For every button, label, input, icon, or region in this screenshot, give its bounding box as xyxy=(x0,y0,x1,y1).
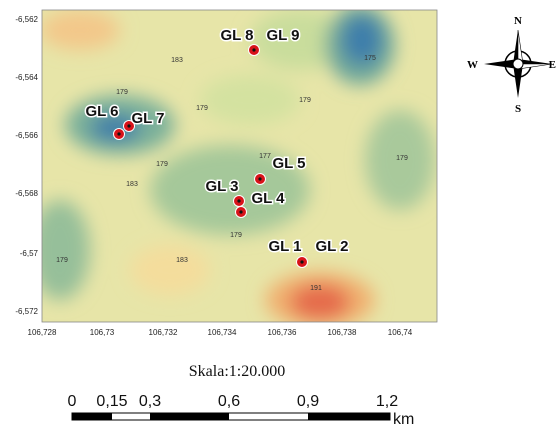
contour-label: 179 xyxy=(196,105,208,112)
contour-label: 179 xyxy=(116,89,128,96)
y-axis-label: -6,568 xyxy=(15,189,38,198)
contour-label: 179 xyxy=(230,232,242,239)
site-label: GL 6 xyxy=(85,103,118,120)
x-axis-label: 106,734 xyxy=(208,328,237,337)
site-label: GL 4 xyxy=(251,190,285,207)
scale-tick: 0,9 xyxy=(297,393,319,410)
x-axis-label: 106,732 xyxy=(149,328,178,337)
site-label: GL 9 xyxy=(266,27,299,44)
y-axis-label: -6,562 xyxy=(15,15,38,24)
contour-label: 179 xyxy=(156,161,168,168)
scale-tick: 0 xyxy=(68,393,77,410)
y-axis-label: -6,572 xyxy=(15,307,38,316)
site-label: GL 8 xyxy=(220,27,253,44)
compass-north: N xyxy=(514,15,522,27)
x-axis-label: 106,736 xyxy=(268,328,297,337)
site-marker-center xyxy=(237,199,241,203)
contour-label: 179 xyxy=(56,257,68,264)
labels: -6,562 -6,564 -6,566 -6,568 -6,57 -6,572 106,7… xyxy=(15,15,556,428)
site-label: GL 7 xyxy=(131,110,164,127)
scale-tick: 0,6 xyxy=(218,393,240,410)
contour-label: 183 xyxy=(176,257,188,264)
contour-label: 179 xyxy=(299,97,311,104)
site-marker-center xyxy=(239,210,243,214)
x-axis-label: 106,73 xyxy=(90,328,115,337)
site-marker-center xyxy=(252,48,256,52)
site-label: GL 3 xyxy=(205,178,238,195)
contour-label: 191 xyxy=(310,285,322,292)
y-axis-label: -6,564 xyxy=(15,73,38,82)
site-marker-center xyxy=(258,177,262,181)
x-axis-label: 106,728 xyxy=(28,328,57,337)
contour-label: 175 xyxy=(364,55,376,62)
compass-east: E xyxy=(549,59,556,71)
map-area xyxy=(42,10,437,322)
contour-label: 179 xyxy=(396,155,408,162)
scale-title: Skala:1:20.000 xyxy=(189,363,285,380)
site-marker-center xyxy=(127,124,131,128)
site-label: GL 1 xyxy=(268,238,301,255)
compass-west: W xyxy=(467,59,478,71)
scale-tick: 0,15 xyxy=(96,393,127,410)
x-axis-label: 106,738 xyxy=(328,328,357,337)
y-axis-label: -6,57 xyxy=(20,249,39,258)
scale-tick: 1,2 xyxy=(376,393,398,410)
contour-label: 183 xyxy=(171,57,183,64)
scale-tick: 0,3 xyxy=(139,393,161,410)
contour-label: 183 xyxy=(126,181,138,188)
contour-label: 177 xyxy=(259,153,271,160)
site-marker-center xyxy=(117,132,121,136)
y-axis-label: -6,566 xyxy=(15,131,38,140)
compass-rose xyxy=(484,29,553,98)
site-label: GL 5 xyxy=(272,155,305,172)
compass-south: S xyxy=(515,103,521,115)
site-marker-center xyxy=(300,260,304,264)
map-frame xyxy=(41,9,438,323)
site-label: GL 2 xyxy=(315,238,348,255)
scale-bar xyxy=(71,412,391,421)
scale-unit: km xyxy=(393,411,414,428)
x-axis-label: 106,74 xyxy=(388,328,413,337)
